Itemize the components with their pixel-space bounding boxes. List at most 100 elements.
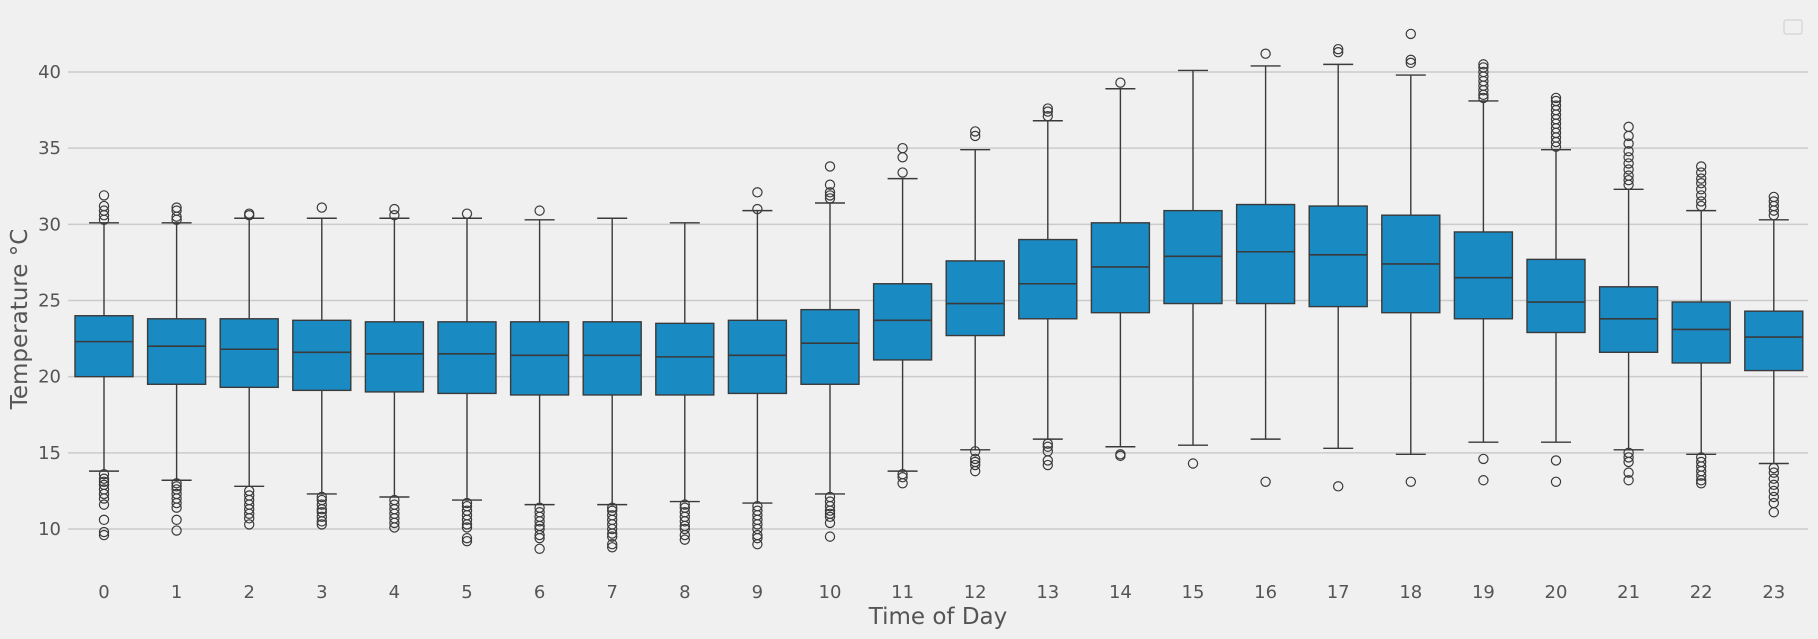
iqr-box: [945, 260, 1005, 337]
outlier-point: [824, 187, 836, 198]
outlier-point: [1260, 476, 1271, 487]
box-21: [1598, 121, 1659, 486]
outlier-point: [1768, 473, 1780, 484]
outlier-point: [316, 491, 327, 503]
box-22: [1671, 161, 1731, 489]
outlier-point: [970, 126, 981, 137]
outlier-point: [1695, 470, 1707, 481]
outlier-point: [1478, 92, 1489, 104]
outlier-point: [1623, 121, 1634, 133]
outlier-point: [752, 539, 763, 550]
box-11: [872, 142, 933, 489]
outlier-point: [1042, 441, 1054, 452]
outlier-point: [389, 209, 400, 221]
outlier-point: [1550, 95, 1562, 107]
outlier-point: [970, 465, 981, 477]
x-tick-label: 15: [1182, 582, 1205, 603]
box-16: [1235, 48, 1296, 487]
outlier-point: [1768, 491, 1780, 503]
box-17: [1308, 43, 1368, 492]
outlier-point: [607, 531, 618, 542]
outlier-point: [98, 526, 110, 538]
iqr-box: [1526, 258, 1586, 334]
outlier-point: [824, 517, 836, 529]
outlier-point: [389, 522, 400, 533]
outlier-point: [1042, 459, 1054, 471]
box-4: [364, 203, 425, 533]
outlier-point: [534, 205, 545, 216]
outlier-point: [98, 205, 110, 216]
x-tick-label: 6: [534, 582, 545, 603]
outlier-point: [824, 505, 836, 516]
y-tick-label: 40: [38, 62, 61, 83]
outlier-point: [1695, 173, 1707, 184]
box-0: [74, 190, 134, 541]
box-5: [437, 208, 497, 547]
iqr-box: [1671, 301, 1731, 364]
outlier-point: [98, 529, 110, 541]
outlier-point: [1332, 46, 1344, 58]
outlier-point: [534, 516, 545, 527]
outlier-point: [679, 516, 691, 527]
outlier-point: [1695, 167, 1707, 178]
outlier-point: [98, 200, 110, 212]
outlier-point: [1623, 467, 1634, 478]
outlier-point: [1042, 106, 1054, 117]
outlier-point: [1478, 453, 1489, 465]
x-tick-label: 3: [316, 582, 327, 603]
box-13: [1018, 103, 1078, 471]
x-tick-label: 2: [243, 582, 254, 603]
outlier-point: [1042, 438, 1054, 449]
outlier-point: [243, 508, 255, 519]
x-tick-label: 19: [1472, 582, 1495, 603]
iqr-box: [800, 308, 860, 385]
outlier-point: [824, 511, 836, 523]
outlier-point: [461, 519, 473, 530]
outlier-point: [1332, 43, 1344, 55]
y-tick-label: 20: [38, 367, 61, 388]
outlier-point: [1695, 478, 1707, 489]
outlier-point: [98, 468, 110, 480]
box-2: [219, 208, 279, 530]
outlier-point: [970, 459, 981, 471]
outlier-point: [1768, 507, 1780, 518]
outlier-point: [1768, 462, 1780, 474]
outlier-point: [1550, 455, 1562, 466]
x-tick-label: 14: [1109, 582, 1132, 603]
outlier-point: [824, 500, 836, 512]
outlier-point: [1623, 164, 1634, 175]
outlier-point: [316, 503, 327, 515]
y-tick-label: 35: [38, 138, 61, 159]
outlier-point: [171, 202, 182, 213]
x-tick-label: 10: [819, 582, 842, 603]
outlier-point: [171, 497, 182, 509]
outlier-point: [1695, 178, 1707, 189]
iqr-box: [509, 321, 570, 396]
y-tick-label: 25: [38, 291, 61, 312]
outlier-point: [98, 473, 110, 484]
box-3: [292, 202, 352, 530]
x-tick-label: 7: [606, 582, 617, 603]
x-tick-label: 23: [1762, 582, 1785, 603]
outlier-point: [1478, 59, 1489, 70]
outlier-point: [316, 511, 327, 523]
x-tick-label: 1: [171, 582, 182, 603]
outlier-point: [1405, 28, 1417, 40]
outlier-point: [679, 499, 691, 510]
box-9: [727, 187, 788, 550]
outlier-point: [824, 531, 836, 542]
outlier-point: [243, 519, 255, 530]
outlier-point: [1332, 481, 1344, 492]
box-1: [146, 202, 207, 536]
outlier-point: [607, 523, 618, 535]
outlier-point: [897, 142, 908, 154]
outlier-point: [171, 205, 182, 216]
iqr-box: [1453, 231, 1514, 320]
box-18: [1381, 28, 1441, 487]
outlier-point: [607, 502, 618, 513]
outlier-point: [461, 532, 473, 544]
outlier-point: [243, 208, 255, 219]
outlier-point: [1042, 455, 1054, 466]
outlier-point: [1623, 158, 1634, 169]
